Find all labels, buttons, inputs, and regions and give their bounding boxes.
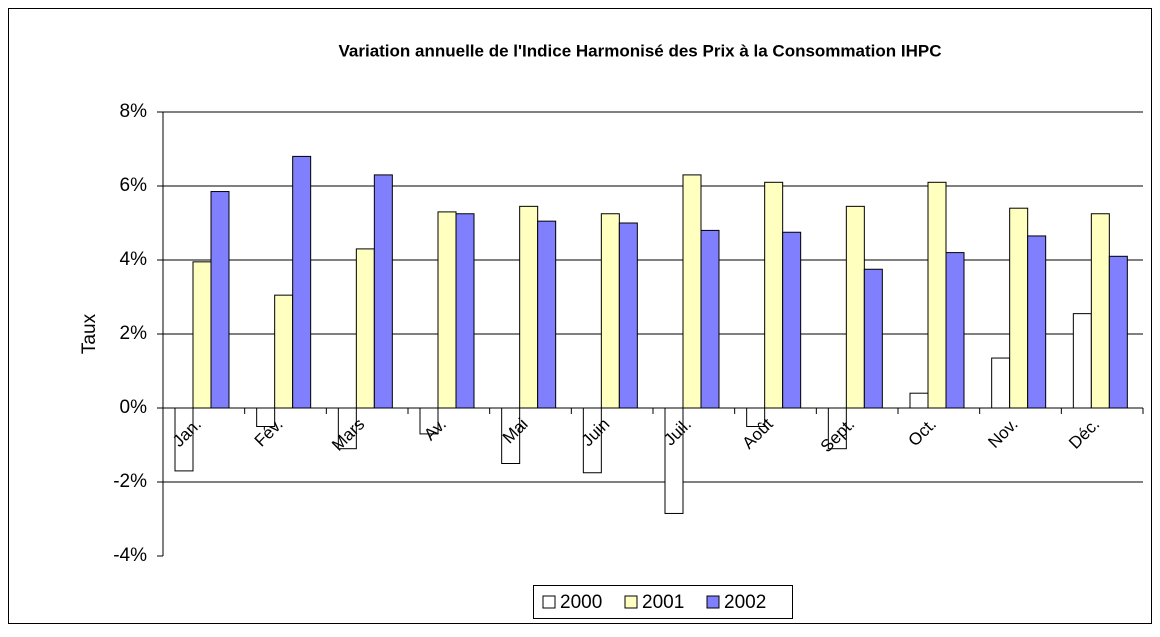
bar: [519, 205, 539, 409]
bar: [863, 268, 883, 409]
bar: [845, 205, 865, 409]
bar: [210, 191, 230, 409]
legend-swatch: [542, 595, 556, 609]
bar: [437, 211, 457, 409]
y-tick-label: 6%: [120, 175, 148, 196]
bar: [1090, 213, 1110, 409]
y-tick-label: -2%: [113, 471, 147, 492]
y-tick-label: -4%: [113, 545, 147, 566]
legend-label: 2001: [642, 592, 684, 613]
y-tick-label: 4%: [120, 249, 148, 270]
y-axis-label: Taux: [79, 313, 100, 354]
bar: [700, 229, 720, 409]
bar: [1009, 207, 1029, 409]
bar: [945, 252, 965, 409]
bar: [991, 357, 1011, 409]
bar: [373, 174, 393, 409]
y-tick-label: 8%: [120, 101, 148, 122]
bar: [600, 213, 620, 409]
bar: [1027, 235, 1047, 409]
legend-swatch: [706, 595, 720, 609]
bar: [618, 222, 638, 409]
legend-label: 2002: [724, 592, 766, 613]
bar: [292, 155, 312, 409]
bar: [1072, 313, 1092, 409]
legend-box: [533, 585, 793, 619]
bar: [274, 294, 294, 409]
chart-border: [8, 8, 1152, 624]
bar: [455, 213, 475, 409]
bar: [927, 181, 947, 409]
bar: [764, 181, 784, 409]
bar: [682, 174, 702, 409]
y-tick-label: 0%: [120, 397, 148, 418]
chart-title: Variation annuelle de l'Indice Harmonisé…: [339, 41, 942, 60]
bar: [1108, 255, 1128, 409]
legend-label: 2000: [560, 592, 602, 613]
bar: [192, 261, 212, 409]
bar: [782, 231, 802, 409]
bar: [355, 248, 375, 409]
bar: [909, 392, 929, 409]
legend-swatch: [624, 595, 638, 609]
y-tick-label: 2%: [120, 323, 148, 344]
bar: [537, 220, 557, 409]
